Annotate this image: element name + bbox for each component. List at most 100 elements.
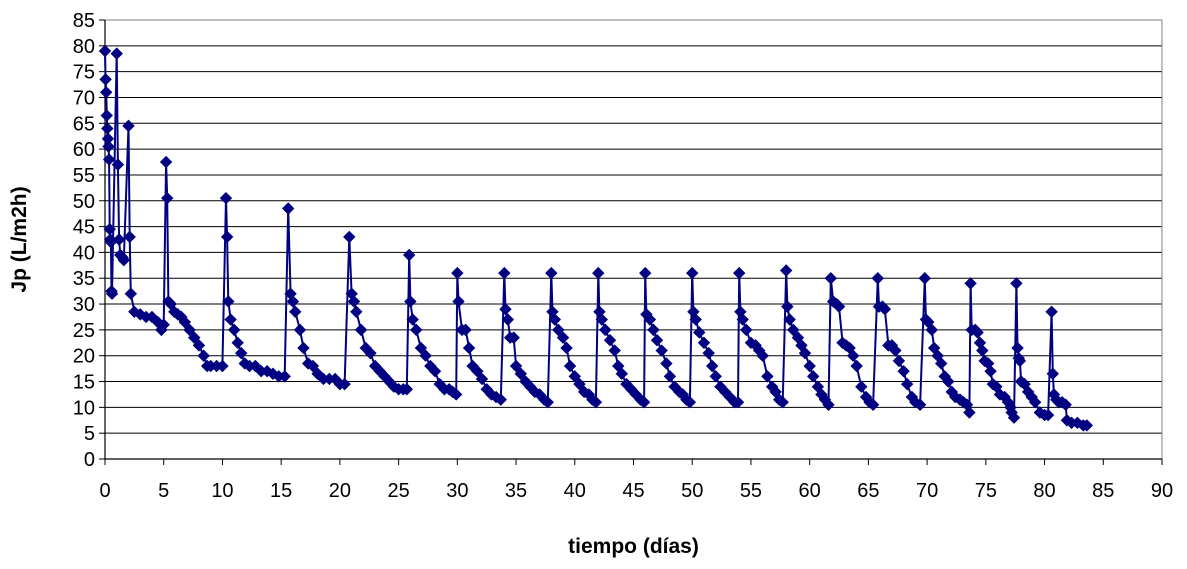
data-point (99, 73, 112, 86)
y-tick-label: 0 (84, 449, 95, 471)
data-point (222, 295, 235, 308)
data-point (183, 323, 196, 337)
data-point (499, 303, 512, 316)
x-tick-label: 20 (329, 480, 351, 502)
x-tick-label: 0 (99, 480, 110, 502)
data-point (595, 313, 608, 326)
y-tick-label: 65 (73, 113, 95, 135)
data-point (560, 341, 573, 355)
data-point (101, 122, 114, 135)
y-tick-label: 25 (73, 320, 95, 342)
data-point (693, 326, 706, 339)
data-point (689, 313, 702, 326)
data-point (615, 367, 628, 380)
data-point (984, 364, 997, 378)
data-point (282, 202, 295, 215)
data-point (892, 354, 906, 368)
data-point (846, 349, 860, 362)
data-point (112, 233, 126, 246)
data-point (964, 277, 977, 290)
data-point (1046, 367, 1059, 380)
data-point (110, 47, 123, 60)
x-tick-label: 40 (564, 480, 586, 502)
data-point (498, 266, 511, 280)
data-point (98, 44, 112, 58)
data-point (787, 323, 800, 337)
data-point (740, 323, 753, 337)
y-tick-label: 60 (73, 139, 95, 161)
data-point (639, 266, 652, 280)
data-point (219, 191, 233, 205)
data-point (573, 377, 586, 391)
data-point (220, 230, 234, 244)
data-point (637, 395, 651, 409)
data-point (832, 300, 846, 313)
data-point (278, 370, 291, 383)
data-point (400, 383, 414, 396)
y-tick-label: 55 (73, 165, 95, 187)
data-point (286, 295, 300, 308)
data-point (934, 357, 948, 370)
data-point (913, 398, 927, 411)
x-tick-label: 60 (799, 480, 821, 502)
x-tick-label: 25 (387, 480, 409, 502)
data-point (404, 295, 417, 308)
data-point (552, 323, 565, 337)
data-point (235, 346, 248, 360)
data-point (1010, 277, 1023, 290)
data-point (159, 155, 173, 169)
data-point (878, 303, 892, 316)
data-point (123, 230, 136, 244)
data-point (824, 272, 838, 285)
y-tick-label: 10 (73, 397, 95, 419)
data-point (732, 266, 746, 280)
data-point (702, 346, 715, 360)
data-point (402, 248, 416, 262)
data-point (798, 346, 812, 360)
data-point (822, 398, 835, 411)
y-tick-label: 30 (73, 294, 95, 316)
data-point (124, 287, 138, 300)
data-point (1007, 411, 1021, 424)
data-point (102, 140, 115, 153)
data-point (781, 300, 794, 313)
data-point (157, 318, 170, 331)
data-point (343, 230, 356, 244)
data-point (514, 367, 527, 380)
data-point (1011, 341, 1024, 355)
y-tick-label: 50 (73, 191, 95, 213)
data-point (900, 377, 914, 391)
data-point (942, 375, 955, 388)
data-point (231, 336, 244, 350)
data-point (354, 323, 368, 337)
x-tick-label: 50 (681, 480, 703, 502)
x-tick-label: 35 (505, 480, 527, 502)
data-point (192, 339, 206, 352)
data-point (643, 313, 657, 326)
data-point (603, 334, 617, 347)
data-point (963, 406, 976, 419)
data-point (224, 313, 237, 326)
data-point (756, 349, 769, 362)
x-tick-label: 10 (211, 480, 233, 502)
data-point (197, 349, 210, 362)
y-tick-label: 20 (73, 346, 95, 368)
data-point (779, 264, 793, 277)
y-tick-label: 85 (73, 10, 95, 32)
data-point (414, 341, 428, 355)
x-tick-label: 65 (857, 480, 879, 502)
data-point (471, 364, 484, 378)
data-point (188, 331, 201, 344)
data-point (608, 344, 621, 357)
data-point (568, 370, 581, 383)
y-tick-label: 5 (84, 423, 95, 445)
data-point (419, 349, 432, 362)
data-point (918, 272, 931, 285)
data-point (541, 395, 554, 409)
data-point (897, 364, 910, 378)
y-tick-label: 70 (73, 87, 95, 109)
data-point (1080, 419, 1094, 432)
data-point (122, 119, 135, 133)
series (98, 44, 1094, 432)
